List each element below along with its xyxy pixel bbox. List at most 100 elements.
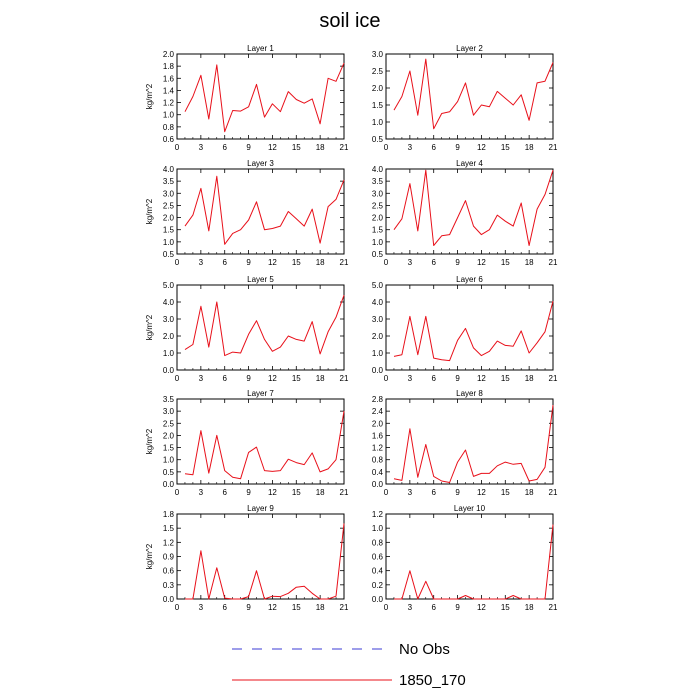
layer-5-frame [176, 284, 345, 371]
layer-1-y-tick-label: 1.6 [163, 74, 175, 83]
layer-10-x-tick-label: 12 [477, 603, 486, 612]
layer-4-x-tick-label: 21 [549, 258, 558, 267]
layer-3-y-tick-label: 3.0 [163, 189, 175, 198]
layer-5-y-tick-label: 1.0 [163, 349, 175, 358]
layer-4-x-tick-label: 15 [501, 258, 510, 267]
layer-8-x-tick-label: 3 [408, 488, 413, 497]
layer-8-y-tick-label: 2.0 [372, 419, 384, 428]
layer-3-title: Layer 3 [247, 159, 274, 168]
layer-1-title: Layer 1 [247, 44, 274, 53]
layer-8-y-tick-label: 0.0 [372, 480, 384, 489]
layer-9-x-tick-label: 12 [268, 603, 277, 612]
layer-9-title: Layer 9 [247, 504, 274, 513]
layer-2-y-tick-label: 2.5 [372, 67, 384, 76]
layer-6-y-tick-label: 1.0 [372, 349, 384, 358]
layer-3-x-tick-label: 15 [292, 258, 301, 267]
layer-6-x-tick-label: 3 [408, 374, 413, 383]
layer-8-y-tick-label: 2.8 [372, 395, 384, 404]
layer-10-series-line [394, 524, 554, 600]
layer-5-series-line [184, 295, 345, 357]
layer-2-x-tick-label: 12 [477, 143, 486, 152]
layer-9-x-tick-label: 9 [246, 603, 251, 612]
layer-7-x-tick-label: 0 [175, 488, 180, 497]
layer-3-x-tick-label: 0 [175, 258, 180, 267]
layer-9-y-tick-label: 1.5 [163, 524, 175, 533]
layer-6-x-tick-label: 0 [384, 374, 389, 383]
layer-1-y-tick-label: 1.0 [163, 111, 175, 120]
layer-10-x-tick-label: 9 [455, 603, 460, 612]
layer-1-x-tick-label: 0 [175, 143, 180, 152]
layer-8-series-line [393, 405, 554, 483]
layer-10-x-tick-label: 0 [384, 603, 389, 612]
layer-3-x-tick-label: 12 [268, 258, 277, 267]
layer-1-y-tick-label: 1.8 [163, 62, 175, 71]
layer-3-y-tick-label: 2.0 [163, 214, 175, 223]
layer-2-x-tick-label: 3 [408, 143, 413, 152]
layer-2-y-tick-label: 1.0 [372, 118, 384, 127]
layer-2-x-tick-label: 6 [431, 143, 436, 152]
legend-label-2: 1850_170 [399, 672, 466, 689]
layer-10-frame [385, 513, 554, 600]
layer-8-x-tick-label: 0 [384, 488, 389, 497]
layer-6-title: Layer 6 [456, 275, 483, 284]
layer-8-x-tick-label: 12 [477, 488, 486, 497]
layer-9-y-tick-label: 0.3 [163, 581, 175, 590]
layer-1-x-tick-label: 12 [268, 143, 277, 152]
layer-4-y-tick-label: 0.5 [372, 250, 384, 259]
layer-7-y-tick-label: 1.0 [163, 456, 175, 465]
layer-10-y-tick-label: 1.2 [372, 510, 384, 519]
layer-10-x-tick-label: 3 [408, 603, 413, 612]
layer-4-x-tick-label: 18 [525, 258, 534, 267]
layer-9-x-tick-label: 0 [175, 603, 180, 612]
layer-6-x-tick-label: 6 [431, 374, 436, 383]
layer-5-y-tick-label: 0.0 [163, 366, 175, 375]
layer-2-y-tick-label: 2.0 [372, 84, 384, 93]
layer-5-y-axis-label: kg/m^2 [145, 314, 154, 340]
layer-1-x-tick-label: 15 [292, 143, 301, 152]
layer-5-y-tick-label: 4.0 [163, 298, 175, 307]
layer-8-x-tick-label: 9 [455, 488, 460, 497]
layer-7-x-tick-label: 3 [199, 488, 204, 497]
legend-label-1: No Obs [399, 641, 450, 658]
layer-4-x-tick-label: 9 [455, 258, 460, 267]
layer-7-x-tick-label: 21 [340, 488, 349, 497]
layer-2-x-tick-label: 15 [501, 143, 510, 152]
layer-2-series-line [393, 58, 554, 130]
layer-7-y-tick-label: 0.0 [163, 480, 175, 489]
layer-6-frame [385, 284, 554, 371]
layer-3-x-tick-label: 18 [316, 258, 325, 267]
layer-5-title: Layer 5 [247, 275, 274, 284]
layer-7-y-tick-label: 0.5 [163, 468, 175, 477]
layer-4-x-tick-label: 3 [408, 258, 413, 267]
layer-9-x-tick-label: 15 [292, 603, 301, 612]
layer-3-y-tick-label: 1.0 [163, 238, 175, 247]
layer-10-y-tick-label: 0.0 [372, 595, 384, 604]
layer-8-x-tick-label: 21 [549, 488, 558, 497]
layer-5-x-tick-label: 12 [268, 374, 277, 383]
layer-4-y-tick-label: 2.0 [372, 214, 384, 223]
layer-4-y-tick-label: 3.0 [372, 189, 384, 198]
layer-5-x-tick-label: 9 [246, 374, 251, 383]
layer-8-y-tick-label: 2.4 [372, 407, 384, 416]
layer-2-x-tick-label: 18 [525, 143, 534, 152]
layer-6-x-tick-label: 15 [501, 374, 510, 383]
layer-4-x-tick-label: 0 [384, 258, 389, 267]
layer-6-series-line [393, 300, 554, 362]
layer-10-y-tick-label: 0.8 [372, 538, 384, 547]
layer-5-x-tick-label: 6 [222, 374, 227, 383]
layer-4-frame [385, 168, 554, 255]
layer-9-y-axis-label: kg/m^2 [145, 543, 154, 569]
layer-2-y-tick-label: 0.5 [372, 135, 384, 144]
layer-6-y-tick-label: 3.0 [372, 315, 384, 324]
layer-8-y-tick-label: 1.6 [372, 431, 384, 440]
layer-10-x-tick-label: 15 [501, 603, 510, 612]
layer-6-x-tick-label: 18 [525, 374, 534, 383]
layer-1-frame [176, 53, 345, 140]
layer-8-x-tick-label: 18 [525, 488, 534, 497]
layer-5-x-tick-label: 21 [340, 374, 349, 383]
layer-8-title: Layer 8 [456, 389, 483, 398]
layer-2-frame [385, 53, 554, 140]
layer-2-title: Layer 2 [456, 44, 483, 53]
layer-3-x-tick-label: 21 [340, 258, 349, 267]
layer-4-title: Layer 4 [456, 159, 483, 168]
